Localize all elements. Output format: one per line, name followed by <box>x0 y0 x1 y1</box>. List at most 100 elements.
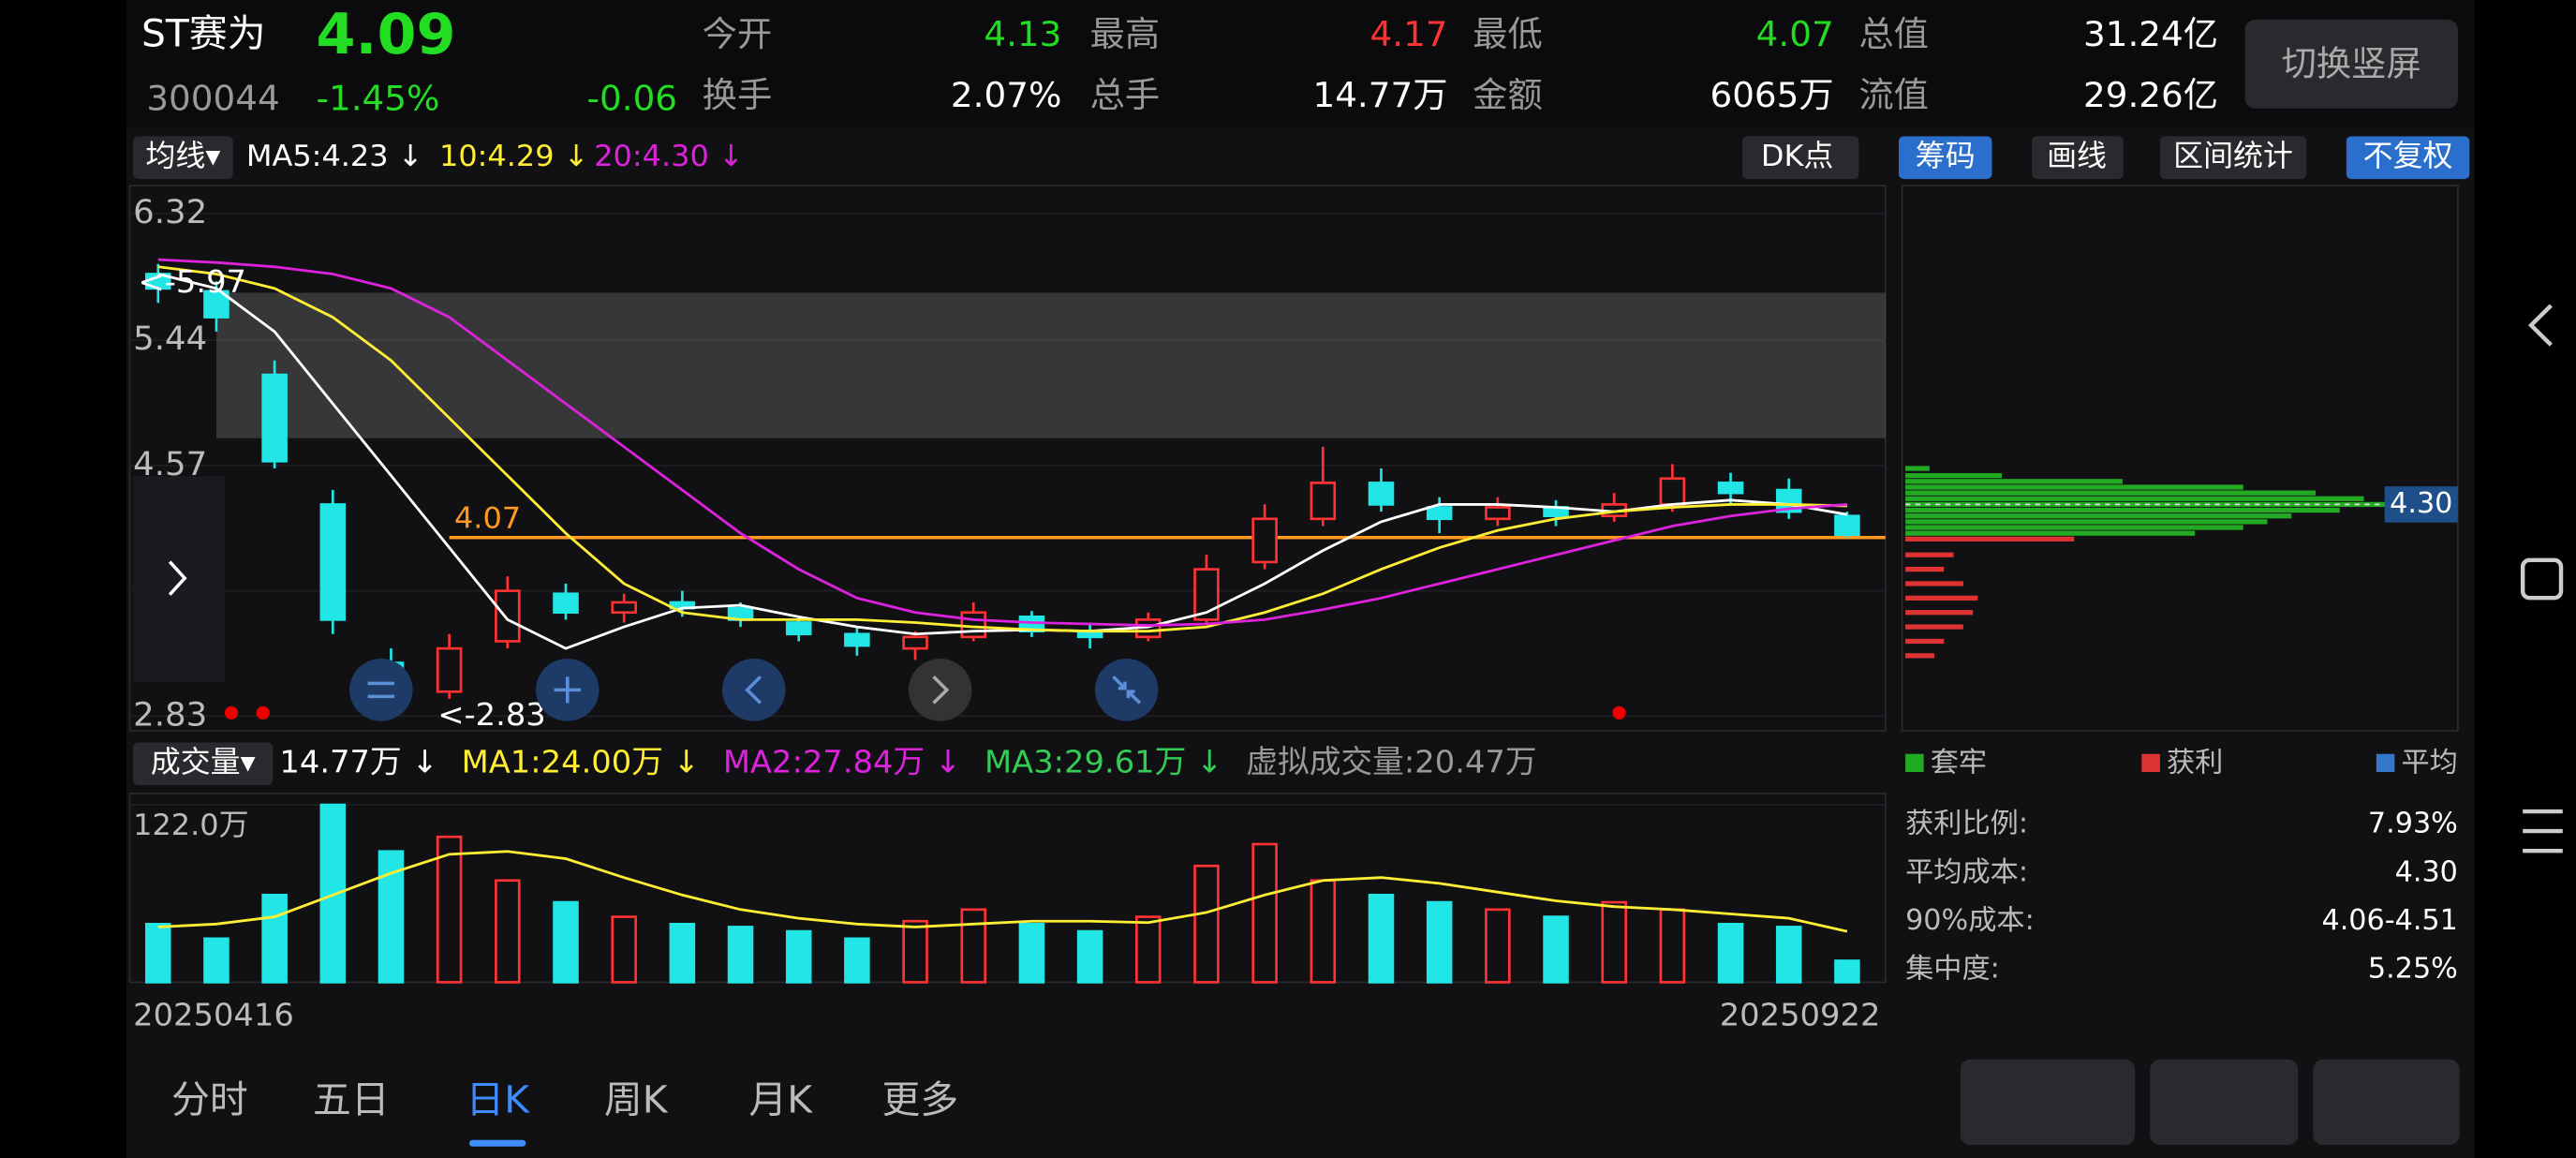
chip-bar <box>1905 552 1954 557</box>
volume-menu-label[interactable]: 成交量▾ <box>151 746 256 779</box>
tab[interactable]: 月K <box>748 1077 813 1122</box>
ma20-legend: 20:4.30 ↓ <box>594 140 744 173</box>
volume-bar <box>319 803 347 984</box>
ma5-legend: MA5:4.23 ↓ <box>246 140 423 173</box>
volume-bar <box>1193 864 1220 984</box>
candle-body <box>844 632 870 647</box>
float-icon[interactable] <box>554 676 581 704</box>
signal-dot <box>224 705 239 720</box>
action-button[interactable] <box>1960 1059 2136 1145</box>
chip-bar <box>1905 566 1945 572</box>
support-label: 4.07 <box>454 502 521 536</box>
stat-value: 4.30 <box>2395 855 2458 888</box>
action-button[interactable] <box>2150 1059 2299 1145</box>
chip-legend-swatch <box>2376 753 2395 772</box>
volume-ma-line <box>157 850 1848 933</box>
y-tick-label: 6.32 <box>133 193 207 231</box>
tool-button-label[interactable]: 区间统计 <box>2173 140 2293 173</box>
tab[interactable]: 五日 <box>313 1077 390 1122</box>
float-button[interactable] <box>908 659 972 721</box>
dk-button[interactable] <box>1741 136 1859 180</box>
nav-home[interactable] <box>2520 557 2564 601</box>
chip-legend-swatch <box>2141 753 2160 772</box>
candle-body <box>1834 514 1860 537</box>
float-button[interactable] <box>349 659 413 721</box>
nav-back[interactable] <box>2527 304 2553 347</box>
orientation-button[interactable] <box>2244 20 2458 109</box>
volume-bar <box>436 835 463 984</box>
chip-bar <box>1905 525 2243 530</box>
dk-button-label[interactable]: DK点 <box>1761 140 1834 173</box>
nav-menu[interactable] <box>2523 809 2563 854</box>
y-tick-label: 5.44 <box>133 319 207 358</box>
tool-button-label[interactable]: 不复权 <box>2363 140 2453 173</box>
tool-button-label[interactable]: 筹码 <box>1916 140 1976 173</box>
volume-bar <box>1368 893 1395 984</box>
volume-bar <box>1426 900 1453 984</box>
stat-label: 集中度: <box>1905 953 2000 986</box>
stat-label: 平均成本: <box>1905 855 2028 888</box>
tool-button[interactable] <box>2159 136 2307 180</box>
float-icon[interactable] <box>1112 676 1142 705</box>
stock-code: 300044 <box>146 79 279 119</box>
side-panel-toggle[interactable] <box>133 476 225 682</box>
tool-button[interactable] <box>1898 136 1992 180</box>
volume-legend: MA2:27.84万 ↓ <box>723 744 961 780</box>
chip-bar <box>1905 466 1930 471</box>
field-label: 总手 <box>1090 75 1161 115</box>
pressure-band <box>215 292 1886 438</box>
orientation-button-label[interactable]: 切换竖屏 <box>2282 44 2421 84</box>
field-value: 14.77万 <box>1312 75 1447 115</box>
field-label: 最高 <box>1090 14 1161 54</box>
field-value: 4.17 <box>1370 14 1448 54</box>
chip-bar <box>1905 479 2123 484</box>
tool-button[interactable] <box>2346 136 2470 180</box>
float-button[interactable] <box>721 659 786 721</box>
stock-price: 4.09 <box>317 2 456 67</box>
volume-legend: MA3:29.61万 ↓ <box>985 744 1222 780</box>
volume-bar <box>1834 959 1860 984</box>
field-value: 31.24亿 <box>2083 14 2218 54</box>
chevron-icon[interactable] <box>168 560 187 596</box>
tab[interactable]: 日K <box>466 1077 530 1122</box>
action-button[interactable] <box>2313 1059 2460 1145</box>
y-tick-label: 2.83 <box>133 696 207 735</box>
x-tick-label: 20250416 <box>133 997 294 1033</box>
tab[interactable]: 周K <box>604 1077 669 1122</box>
float-icon[interactable] <box>367 681 395 699</box>
candle-body <box>960 611 987 639</box>
volume-legend: 14.77万 ↓ <box>279 744 437 780</box>
chip-bar <box>1905 496 2364 501</box>
volume-bar <box>785 929 812 984</box>
tool-button[interactable] <box>2032 136 2124 180</box>
ma-menu-label[interactable]: 均线▾ <box>145 140 220 173</box>
tab[interactable]: 分时 <box>171 1077 248 1122</box>
stat-value: 7.93% <box>2368 808 2458 840</box>
ma-line <box>157 265 1847 633</box>
float-icon[interactable] <box>745 676 762 705</box>
chip-avg-label: 4.30 <box>2390 487 2452 520</box>
chip-bar <box>1905 507 2340 513</box>
volume-bar <box>1543 915 1569 984</box>
candle-body <box>1368 482 1395 506</box>
y-tick-label: 122.0万 <box>133 809 248 842</box>
candle-body <box>611 601 637 615</box>
float-button[interactable] <box>1094 659 1159 721</box>
ma-menu[interactable] <box>133 136 233 180</box>
candle-body <box>785 621 812 636</box>
tab[interactable]: 更多 <box>882 1077 959 1122</box>
chip-legend-swatch <box>1905 753 1924 772</box>
candle-body <box>203 290 229 319</box>
volume-menu[interactable] <box>133 742 274 786</box>
volume-bar <box>844 937 870 984</box>
volume-bar <box>495 879 521 984</box>
float-icon[interactable] <box>932 676 950 705</box>
chart-layer: 6.325.444.573.702.834.07<-5.97<-2.83成交量▾… <box>129 193 2458 1147</box>
change-pct: -1.45% <box>317 79 440 119</box>
tool-button-label[interactable]: 画线 <box>2047 140 2107 173</box>
tab-underline <box>468 1139 526 1147</box>
field-value: 2.07% <box>951 75 1061 115</box>
